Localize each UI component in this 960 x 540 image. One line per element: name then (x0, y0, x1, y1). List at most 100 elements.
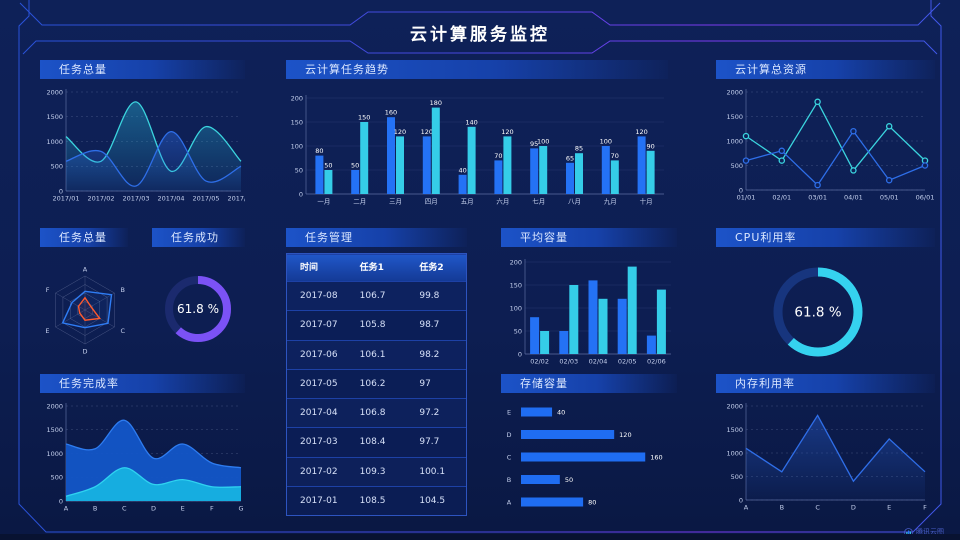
svg-text:80: 80 (588, 499, 596, 507)
table-row: 2017-07 105.8 98.7 (287, 310, 466, 340)
svg-text:2017/03: 2017/03 (122, 195, 149, 203)
svg-text:B: B (507, 476, 511, 484)
panel-title-cpu: CPU利用率 (716, 228, 935, 247)
svg-text:02/06: 02/06 (647, 358, 666, 366)
table-row: 2017-06 106.1 98.2 (287, 339, 466, 369)
svg-text:B: B (93, 505, 97, 513)
svg-text:0: 0 (518, 350, 522, 358)
panel-title-memory: 内存利用率 (716, 374, 935, 393)
svg-text:C: C (815, 504, 820, 512)
svg-text:160: 160 (385, 109, 397, 117)
svg-text:C: C (121, 327, 126, 335)
svg-text:90: 90 (646, 142, 654, 150)
svg-text:01/01: 01/01 (737, 194, 756, 202)
task-table: 时间 任务1 任务2 2017-08 106.7 99.8 2017-07 105.8 98.7… (286, 253, 467, 517)
svg-text:1500: 1500 (726, 113, 743, 121)
svg-text:2000: 2000 (46, 402, 63, 410)
svg-text:50: 50 (324, 162, 332, 170)
svg-text:70: 70 (611, 152, 619, 160)
panel-title-task-success: 任务成功 (152, 228, 245, 247)
svg-text:F: F (210, 505, 214, 513)
svg-text:2000: 2000 (726, 88, 743, 96)
page-title: 云计算服务监控 (410, 25, 550, 45)
svg-text:05/01: 05/01 (880, 194, 899, 202)
svg-text:180: 180 (430, 99, 442, 107)
svg-text:D: D (151, 505, 156, 513)
completion-area-chart: 0 500 1000 1500 2000 A B C D E F G (40, 396, 245, 518)
svg-text:A: A (744, 504, 749, 512)
svg-text:02/02: 02/02 (530, 358, 549, 366)
svg-text:D: D (506, 431, 511, 439)
table-row: 2017-01 108.5 104.5 (287, 486, 466, 516)
avg-capacity-bar-chart: 0 50 100 150 200 02/02 02/03 02/04 02/05 02/06 (501, 250, 677, 372)
tasks-total-line-chart: 0 500 1000 1500 2000 2017/01 2017/02 2017/03 201… (40, 82, 254, 208)
panel-title-tasks-radar: 任务总量 (40, 228, 128, 247)
panel-task-trend: 云计算任务趋势 0 50 100 150 200 一月 二月 三月 四月 五月 六月 七月 八月 九月 十月… (286, 60, 668, 213)
svg-text:1500: 1500 (726, 426, 743, 434)
svg-text:61.8 %: 61.8 % (177, 302, 219, 316)
svg-text:100: 100 (510, 304, 522, 312)
svg-text:04/01: 04/01 (844, 194, 863, 202)
svg-text:100: 100 (291, 142, 303, 150)
svg-text:G: G (238, 505, 243, 513)
tasks-radar-chart: A B C D E F (40, 250, 140, 376)
svg-text:100: 100 (537, 138, 549, 146)
svg-text:150: 150 (291, 118, 303, 126)
svg-text:95: 95 (530, 140, 538, 148)
svg-text:0: 0 (59, 497, 63, 505)
svg-text:0: 0 (299, 190, 303, 198)
panel-title-task-trend: 云计算任务趋势 (286, 60, 668, 79)
svg-text:2017/04: 2017/04 (157, 195, 184, 203)
svg-text:03/01: 03/01 (808, 194, 827, 202)
svg-text:二月: 二月 (353, 198, 366, 206)
svg-text:200: 200 (291, 94, 303, 102)
watermark: 腾讯云图 (904, 527, 944, 537)
svg-text:80: 80 (315, 147, 323, 155)
table-row: 2017-05 106.2 97 (287, 368, 466, 399)
svg-text:50: 50 (514, 327, 522, 335)
svg-text:120: 120 (394, 128, 406, 136)
svg-text:A: A (83, 266, 88, 274)
svg-text:2017/05: 2017/05 (192, 195, 219, 203)
svg-text:150: 150 (358, 114, 370, 122)
svg-text:500: 500 (51, 163, 63, 171)
svg-text:六月: 六月 (496, 197, 509, 206)
svg-text:06/01: 06/01 (916, 194, 935, 202)
svg-text:160: 160 (650, 454, 662, 462)
svg-text:50: 50 (565, 476, 573, 484)
svg-text:50: 50 (295, 166, 303, 174)
panel-task-success: 任务成功 61.8 % (152, 228, 245, 376)
svg-text:120: 120 (421, 128, 433, 136)
task-trend-bar-chart: 0 50 100 150 200 一月 二月 三月 四月 五月 六月 七月 八月 九月 十月 80 50 160 1… (286, 82, 668, 213)
memory-line-chart: 0 500 1000 1500 2000 A B C D E F (716, 396, 935, 518)
table-row: 2017-03 108.4 97.7 (287, 427, 466, 457)
panel-title-cloud-resources: 云计算总资源 (716, 60, 935, 79)
svg-text:02/03: 02/03 (559, 358, 578, 366)
svg-text:40: 40 (557, 409, 565, 417)
svg-text:40: 40 (458, 166, 466, 174)
svg-text:B: B (121, 286, 125, 294)
svg-text:E: E (887, 504, 891, 512)
svg-text:E: E (507, 409, 511, 417)
svg-text:0: 0 (59, 187, 63, 195)
table-row: 2017-04 106.8 97.2 (287, 398, 466, 428)
svg-text:0: 0 (739, 186, 743, 194)
svg-text:八月: 八月 (568, 198, 581, 206)
svg-text:F: F (46, 286, 50, 294)
svg-text:A: A (64, 505, 69, 513)
svg-text:0: 0 (739, 496, 743, 504)
svg-text:F: F (923, 504, 927, 512)
table-row: 2017-08 106.7 99.8 (287, 281, 466, 311)
svg-text:E: E (181, 505, 185, 513)
panel-cpu: CPU利用率 61.8 % (716, 228, 935, 378)
svg-text:65: 65 (566, 154, 574, 162)
svg-text:2017/01: 2017/01 (52, 195, 79, 203)
svg-text:D: D (82, 348, 87, 356)
svg-text:120: 120 (635, 128, 647, 136)
panel-title-task-table: 任务管理 (286, 228, 467, 247)
svg-text:1000: 1000 (726, 137, 743, 145)
panel-tasks-radar: 任务总量 A B C D E F (40, 228, 140, 376)
panel-task-table: 任务管理 时间 任务1 任务2 2017-08 106.7 99.8 2017-07 105.… (286, 228, 467, 517)
svg-text:2017/02: 2017/02 (87, 195, 114, 203)
svg-text:1500: 1500 (46, 113, 63, 121)
